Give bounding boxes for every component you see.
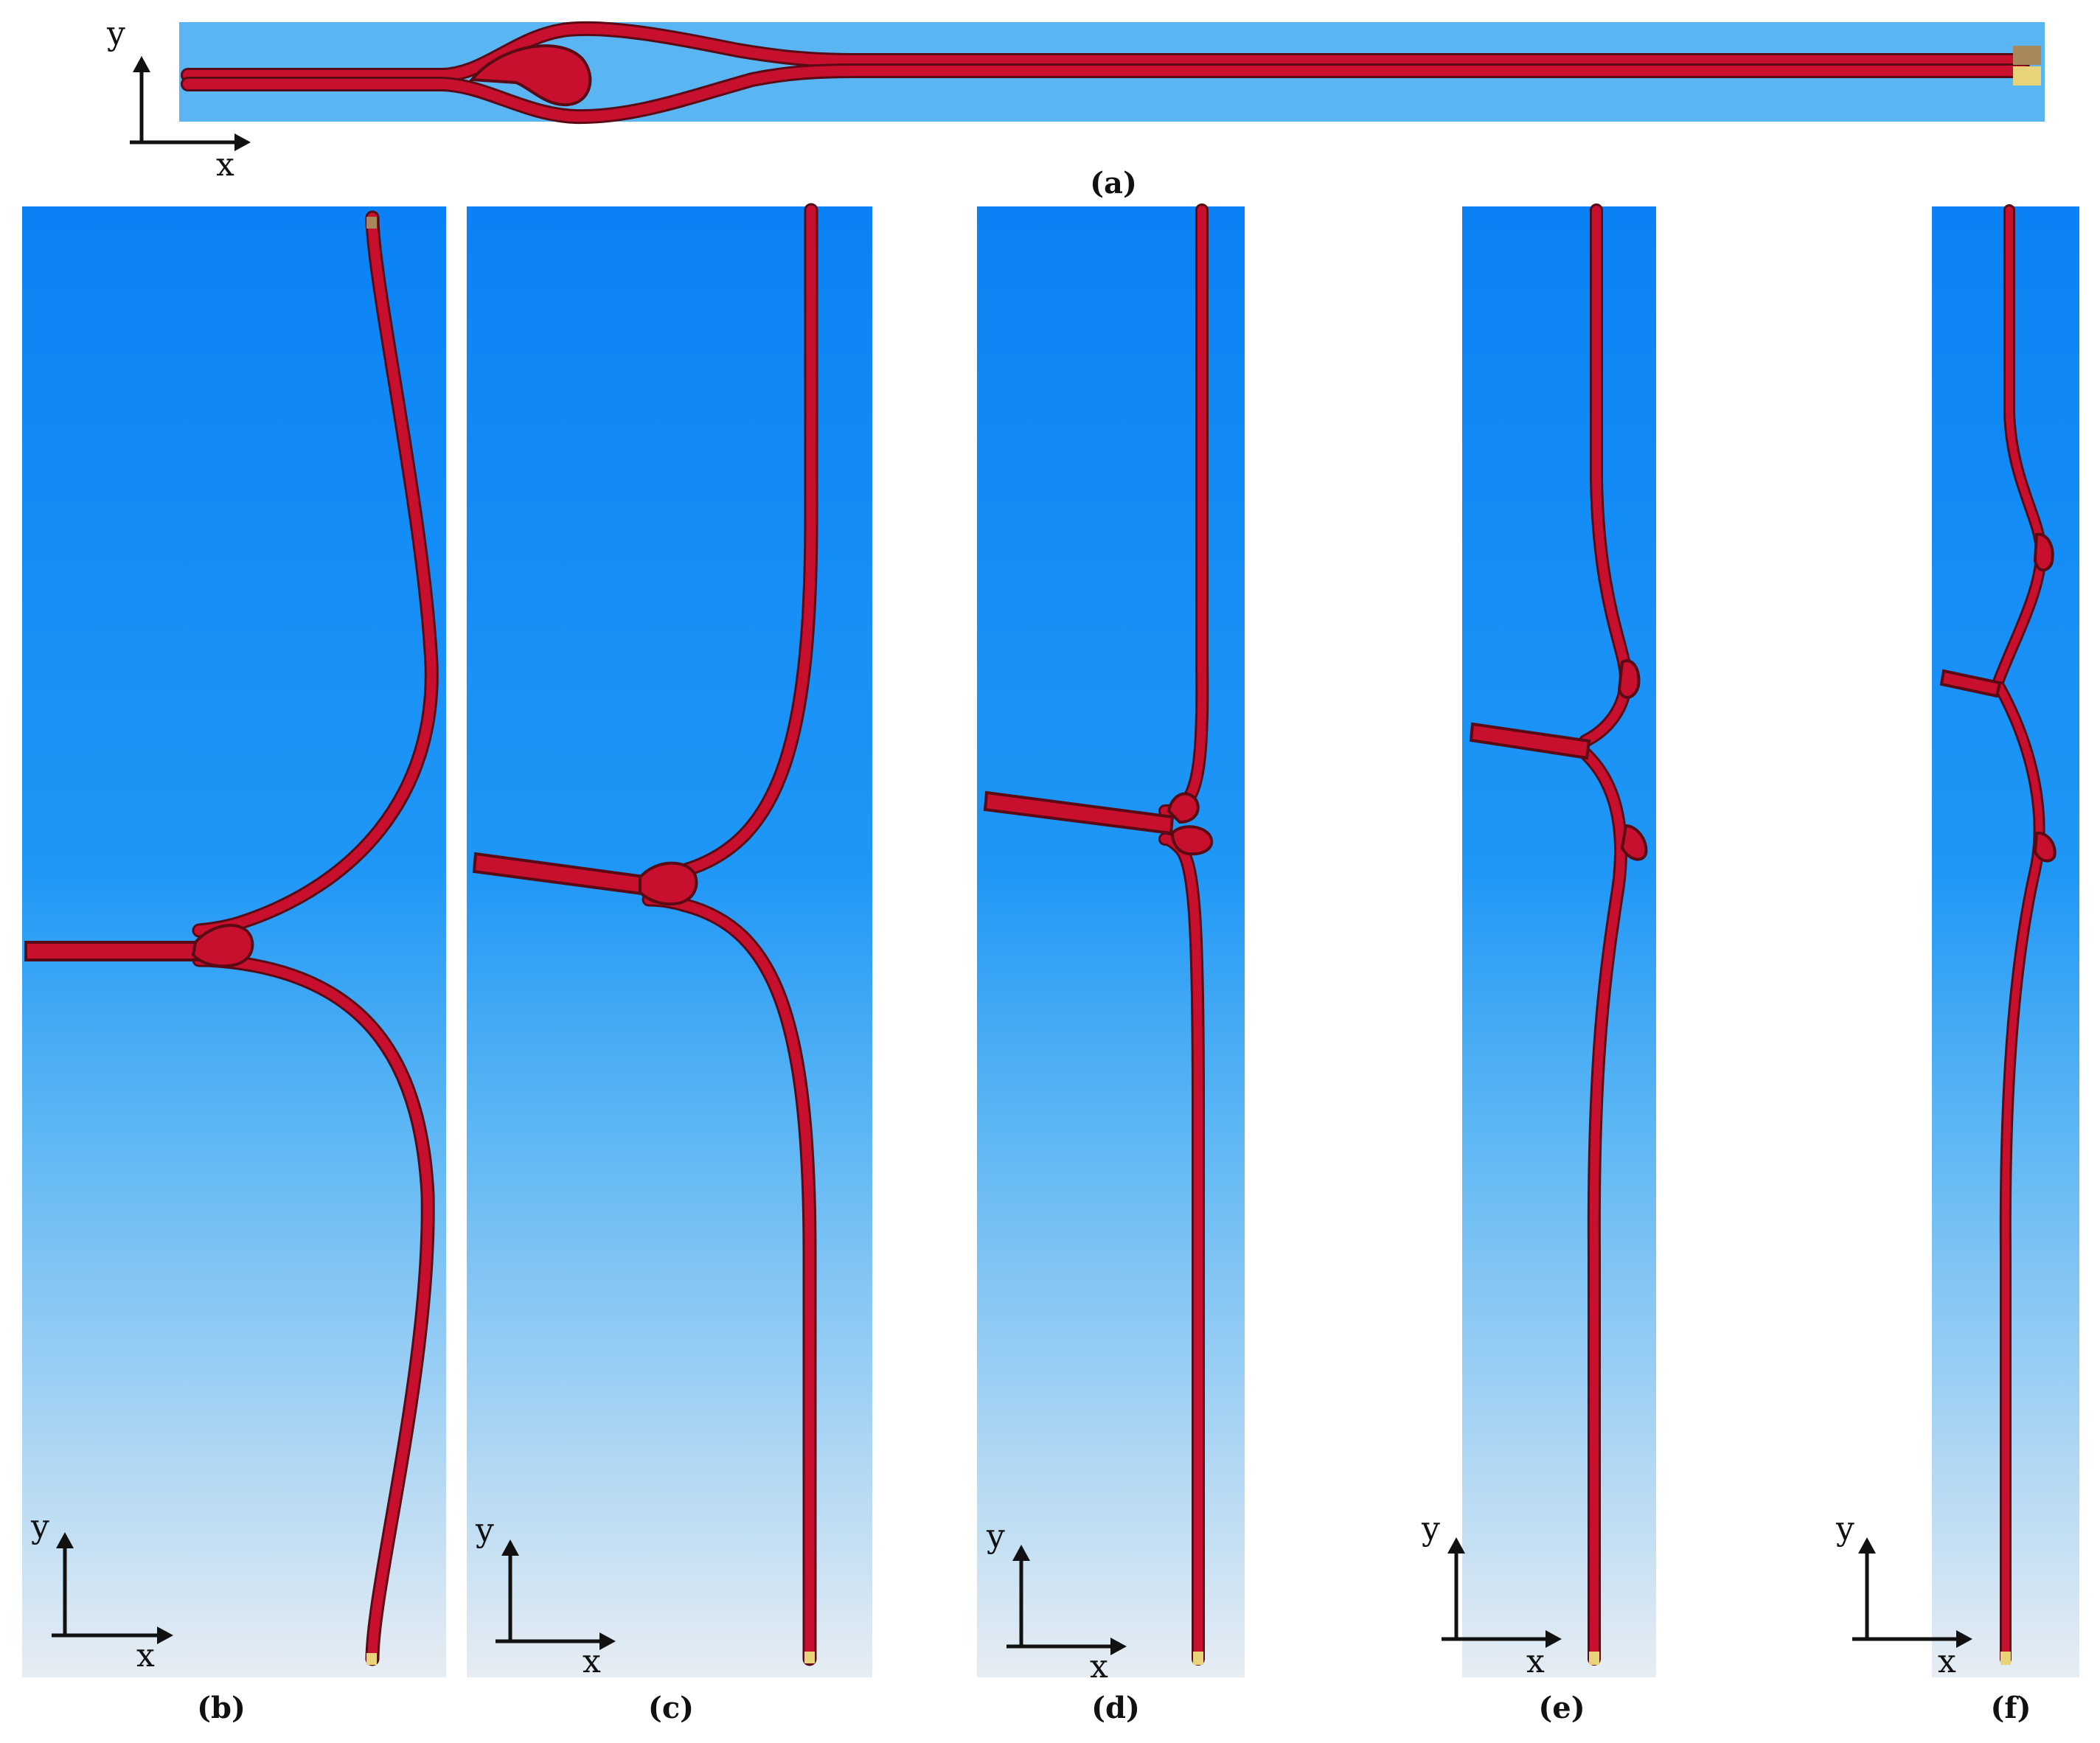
- panel-d-x-label: x: [1090, 1648, 1108, 1685]
- panel-a-end-cap-bottom: [2013, 66, 2041, 86]
- caption-d: (d): [1091, 1691, 1140, 1725]
- panel-e-bulb-lower: [1620, 824, 1648, 861]
- panel-f: y x: [1835, 204, 2079, 1680]
- panel-c: y x: [467, 203, 872, 1680]
- panel-b-junction-bulb: [191, 924, 254, 968]
- panel-e-background: [1462, 206, 1656, 1677]
- panel-d: y x: [977, 203, 1245, 1685]
- panel-b-end-cap-bottom: [366, 1653, 377, 1665]
- panel-e-sheet: [1469, 722, 1591, 760]
- panel-d-end-cap-bottom: [1193, 1652, 1203, 1665]
- panel-f-sheet: [1939, 669, 2002, 698]
- panel-e-axis-triad: y x: [1421, 1510, 1562, 1680]
- panel-d-junction-bulb-lower: [1170, 825, 1214, 856]
- panel-a-end-cap-top: [2013, 46, 2041, 65]
- panel-e-x-label: x: [1526, 1643, 1545, 1680]
- panel-d-y-label: y: [986, 1517, 1005, 1555]
- panel-e: y x: [1421, 203, 1656, 1680]
- panel-b-end-cap-top: [366, 217, 377, 229]
- panel-e-end-cap-bottom: [1589, 1652, 1599, 1665]
- panel-b: y x: [22, 206, 446, 1677]
- panel-e-bulb-upper: [1617, 659, 1641, 699]
- caption-b: (b): [197, 1691, 246, 1725]
- panel-c-axis-triad: y x: [475, 1511, 616, 1680]
- panel-a-x-label: x: [216, 146, 234, 184]
- caption-c: (c): [648, 1691, 694, 1725]
- panel-a-axis-triad: y x: [106, 15, 251, 184]
- panel-f-end-cap-bottom: [2000, 1652, 2011, 1665]
- panel-e-y-label: y: [1421, 1510, 1440, 1548]
- panel-b-axis-triad: y x: [30, 1508, 173, 1674]
- panel-b-x-label: x: [136, 1637, 155, 1674]
- panel-d-axis-triad: y x: [986, 1517, 1127, 1685]
- panel-f-bulb-lower: [2033, 831, 2056, 863]
- panel-f-axis-triad: y x: [1835, 1510, 1972, 1680]
- panel-b-sheet: [24, 941, 219, 961]
- panel-c-end-cap-bottom: [804, 1652, 815, 1663]
- panel-f-bulb-upper: [2033, 532, 2054, 572]
- panel-a: y x: [106, 15, 2045, 184]
- panel-c-y-label: y: [475, 1511, 494, 1549]
- panel-a-junction-bulb: [468, 44, 592, 107]
- panel-c-junction-bulb: [639, 861, 698, 906]
- panel-f-y-label: y: [1835, 1510, 1854, 1548]
- panel-c-x-label: x: [583, 1643, 601, 1680]
- caption-e: (e): [1538, 1691, 1585, 1725]
- panel-a-y-label: y: [106, 15, 125, 52]
- panel-b-y-label: y: [30, 1508, 49, 1545]
- panel-d-junction-bulb-upper: [1167, 792, 1200, 824]
- panel-f-x-label: x: [1938, 1643, 1956, 1680]
- caption-f: (f): [1990, 1691, 2031, 1725]
- caption-a: (a): [1090, 166, 1137, 201]
